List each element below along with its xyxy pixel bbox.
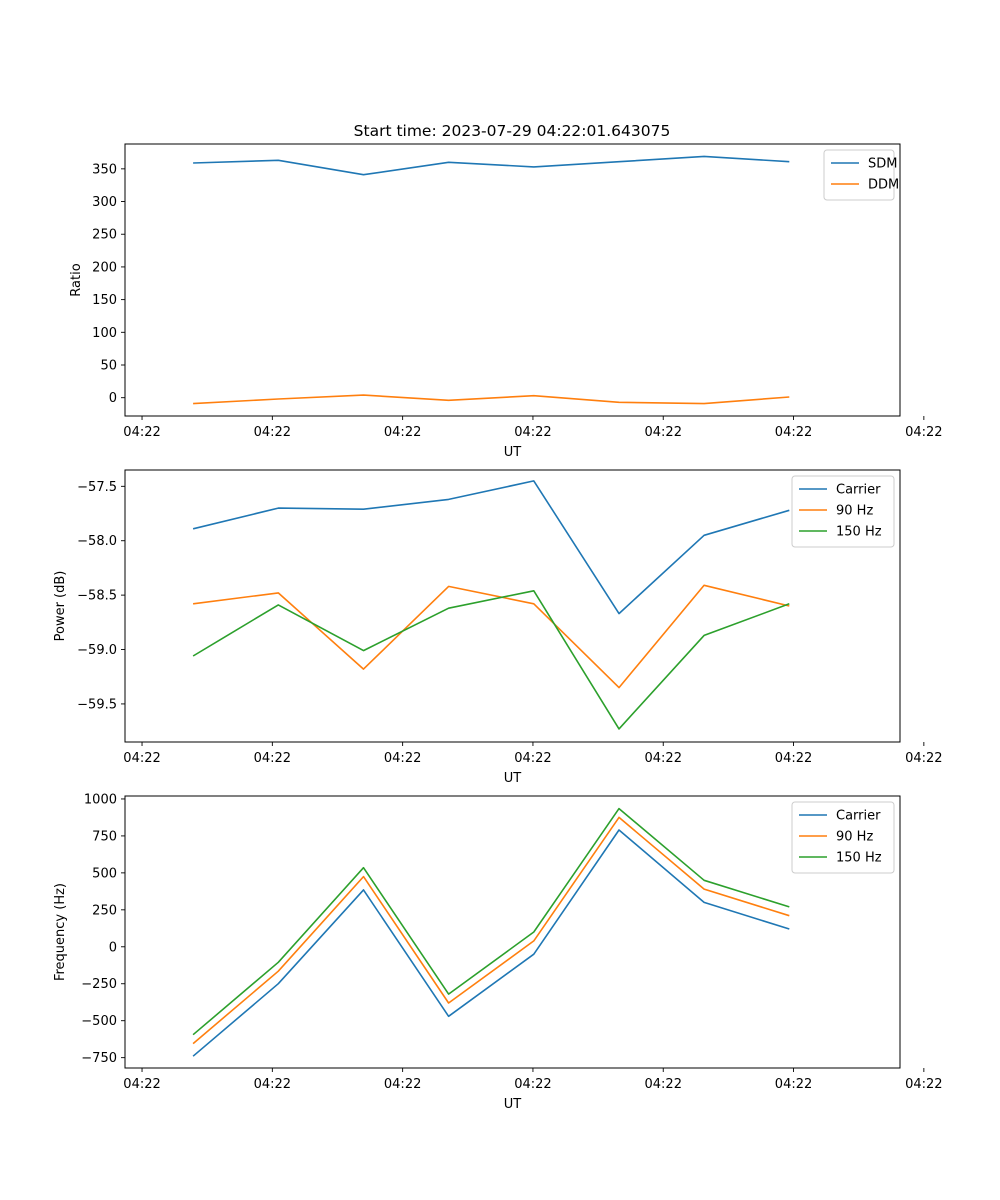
x-tick-label: 04:22 <box>905 751 942 766</box>
x-tick-label: 04:22 <box>384 1077 421 1092</box>
legend-label-ddm: DDM <box>868 178 899 193</box>
panel-1: 04:22 04:22 04:22 04:22 04:22 04:22 04:22 0 50 10… <box>69 143 943 460</box>
y-tick-label: 50 <box>100 359 117 374</box>
x-tick-label: 04:22 <box>514 1077 551 1092</box>
y-tick-label: 350 <box>92 162 117 177</box>
legend-box <box>791 801 895 874</box>
y-axis-label: Ratio <box>69 263 84 296</box>
x-tick-label: 04:22 <box>123 751 160 766</box>
legend-label-150-hz: 150 Hz <box>836 851 882 866</box>
legend-box <box>791 475 895 548</box>
x-tick-label: 04:22 <box>384 751 421 766</box>
x-tick-label: 04:22 <box>254 751 291 766</box>
x-tick-label: 04:22 <box>775 1077 812 1092</box>
y-tick-label: 300 <box>92 195 117 210</box>
series-line-carrier <box>192 829 790 1057</box>
y-tick-label: 200 <box>92 260 117 275</box>
series-line-90-hz <box>192 816 790 1045</box>
x-tick-label: 04:22 <box>123 1077 160 1092</box>
x-axis-label: UT <box>504 771 522 786</box>
series-line-90-hz <box>192 584 790 689</box>
x-tick-label: 04:22 <box>514 751 551 766</box>
x-tick-label: 04:22 <box>123 425 160 440</box>
legend-label-150-hz: 150 Hz <box>836 525 882 540</box>
panel-3: 04:22 04:22 04:22 04:22 04:22 04:22 04:22 −750 −… <box>53 792 943 1112</box>
series-line-sdm <box>193 155 790 176</box>
panel-2: 04:22 04:22 04:22 04:22 04:22 04:22 04:22 −59.5… <box>53 469 943 786</box>
x-tick-label: 04:22 <box>645 1077 682 1092</box>
legend-label-90-hz: 90 Hz <box>836 504 873 519</box>
series-line-carrier <box>192 480 790 615</box>
x-tick-label: 04:22 <box>775 751 812 766</box>
y-tick-label: 1000 <box>84 792 117 807</box>
y-tick-label: 0 <box>109 391 117 406</box>
legend-label-carrier: Carrier <box>836 483 881 498</box>
legend: Carrier 90 Hz 150 Hz <box>791 801 895 874</box>
x-tick-label: 04:22 <box>254 1077 291 1092</box>
y-axis-label: Power (dB) <box>53 571 68 642</box>
x-tick-label: 04:22 <box>905 1077 942 1092</box>
x-tick-label: 04:22 <box>645 751 682 766</box>
x-tick-label: 04:22 <box>775 425 812 440</box>
x-axis-label: UT <box>504 445 522 460</box>
y-axis-label: Frequency (Hz) <box>53 883 68 981</box>
series-line-150-hz <box>192 589 790 730</box>
x-tick-label: 04:22 <box>514 425 551 440</box>
panels: 04:22 04:22 04:22 04:22 04:22 04:22 04:22 0 50 10… <box>53 143 943 1112</box>
y-tick-label: 500 <box>92 866 117 881</box>
x-tick-label: 04:22 <box>384 425 421 440</box>
y-tick-label: 250 <box>92 228 117 243</box>
series-line-ddm <box>193 394 790 405</box>
series-line-150-hz <box>192 807 790 1036</box>
axes-frame <box>124 469 901 743</box>
y-tick-label: −59.5 <box>77 697 117 712</box>
legend-label-sdm: SDM <box>868 157 897 172</box>
y-tick-label: −58.0 <box>77 534 117 549</box>
legend: SDM DDM <box>823 149 899 201</box>
y-tick-label: −250 <box>81 977 117 992</box>
figure-title: Start time: 2023-07-29 04:22:01.643075 <box>354 122 671 140</box>
x-tick-label: 04:22 <box>905 425 942 440</box>
y-tick-label: −57.5 <box>77 480 117 495</box>
legend-label-carrier: Carrier <box>836 809 881 824</box>
y-tick-label: −59.0 <box>77 643 117 658</box>
y-tick-label: 0 <box>109 940 117 955</box>
x-axis-label: UT <box>504 1097 522 1112</box>
axes-frame <box>124 795 901 1069</box>
y-tick-label: 250 <box>92 903 117 918</box>
legend-label-90-hz: 90 Hz <box>836 830 873 845</box>
y-tick-label: −500 <box>81 1014 117 1029</box>
y-tick-label: −750 <box>81 1051 117 1066</box>
y-tick-label: 750 <box>92 829 117 844</box>
legend: Carrier 90 Hz 150 Hz <box>791 475 895 548</box>
axes-frame <box>124 143 901 417</box>
y-tick-label: 100 <box>92 326 117 341</box>
x-tick-label: 04:22 <box>254 425 291 440</box>
y-tick-label: −58.5 <box>77 589 117 604</box>
x-tick-label: 04:22 <box>645 425 682 440</box>
y-tick-label: 150 <box>92 293 117 308</box>
